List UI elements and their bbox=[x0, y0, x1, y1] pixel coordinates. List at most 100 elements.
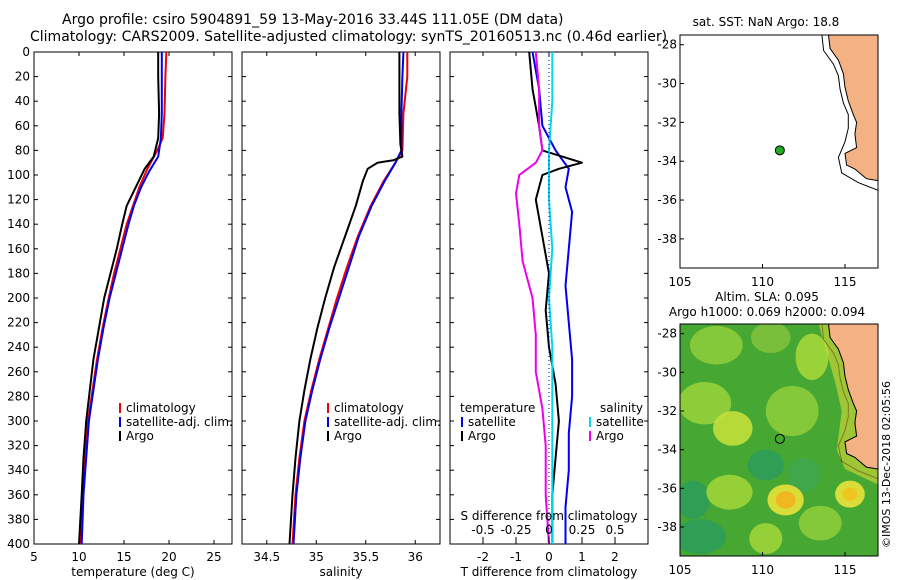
sla_map-xtick-label: 105 bbox=[669, 563, 692, 577]
sla_map-argo-marker bbox=[774, 433, 785, 444]
sla_map-xtick-label: 115 bbox=[834, 563, 857, 577]
difference-xtick-label: -1 bbox=[510, 550, 522, 564]
depth-tick-label: 300 bbox=[7, 414, 30, 428]
temperature-series-climatology bbox=[78, 51, 168, 545]
sst_map-content bbox=[680, 35, 878, 268]
salinity-series-satellite-adj-clim- bbox=[292, 51, 405, 545]
difference-xtick-label: 1 bbox=[578, 550, 586, 564]
sla_map-sla-patch bbox=[765, 385, 819, 437]
sst_map-xtick-label: 105 bbox=[669, 275, 692, 289]
difference-s-tick-label: -0.25 bbox=[500, 523, 531, 537]
sla-map-title-line2: Argo h1000: 0.069 h2000: 0.094 bbox=[669, 305, 865, 319]
sla_map-sla-patch bbox=[749, 523, 783, 555]
chart-title-line1: Argo profile: csiro 5904891_59 13-May-20… bbox=[62, 12, 564, 28]
legend-temperature-label: satellite bbox=[468, 415, 516, 429]
sst_map-xtick-label: 110 bbox=[751, 275, 774, 289]
depth-tick-label: 120 bbox=[7, 193, 30, 207]
difference-xlabel: T difference from climatology bbox=[460, 565, 638, 579]
depth-tick-label: 360 bbox=[7, 488, 30, 502]
legend-salinity-label: satellite bbox=[596, 415, 644, 429]
legend-salinity-label: Argo bbox=[596, 429, 624, 443]
sst_map-ytick-label: -30 bbox=[657, 77, 677, 91]
difference-xtick-label: -2 bbox=[477, 550, 489, 564]
difference-series-s-satellite bbox=[548, 52, 554, 544]
depth-tick-label: 400 bbox=[7, 537, 30, 551]
salinity-xlabel: salinity bbox=[319, 565, 362, 579]
sla_map-sla-patch bbox=[787, 457, 821, 493]
sla_map-sla-patch bbox=[680, 480, 710, 520]
depth-tick-label: 60 bbox=[15, 119, 30, 133]
temperature-series-satellite-adj-clim- bbox=[80, 52, 163, 545]
salinity-legend-label: Argo bbox=[334, 429, 362, 443]
temperature-xlabel: temperature (deg C) bbox=[71, 565, 194, 579]
temperature-legend-label: climatology bbox=[126, 401, 196, 415]
sla_map-sla-patch bbox=[795, 333, 829, 381]
legend-temperature-title: temperature bbox=[460, 401, 535, 415]
depth-tick-label: 320 bbox=[7, 439, 30, 453]
sla_map-sla-patch bbox=[689, 325, 743, 365]
sla_map-panel: 105 110 115 -28 -30 -32 -34 -36 -38 Altim. SLA: 0… bbox=[657, 290, 879, 577]
sla_map-sla-patch bbox=[680, 519, 727, 555]
sla_map-ytick-label: -38 bbox=[657, 520, 677, 534]
difference-xtick-label: 2 bbox=[611, 550, 619, 564]
salinity-series-argo bbox=[288, 52, 404, 545]
temperature-xtick-label: 20 bbox=[161, 550, 176, 564]
temperature-frame bbox=[33, 51, 233, 545]
depth-tick-label: 20 bbox=[15, 70, 30, 84]
sla_map-ytick-label: -36 bbox=[657, 481, 677, 495]
sst_map-panel: 105 110 115 -28 -30 -32 -34 -36 -38 sat. SST: NaN… bbox=[657, 15, 879, 289]
legend-temperature-label: Argo bbox=[468, 429, 496, 443]
depth-tick-label: 260 bbox=[7, 365, 30, 379]
sst_map-xtick-label: 115 bbox=[834, 275, 857, 289]
sla_map-sla-patch bbox=[713, 411, 753, 446]
temperature-series-argo bbox=[78, 52, 161, 545]
temperature-xtick-label: 15 bbox=[116, 550, 131, 564]
sla_map-sla-patch bbox=[706, 474, 753, 510]
difference-s-tick-label: 0.25 bbox=[569, 523, 596, 537]
difference-xtick-label: 0 bbox=[545, 550, 553, 564]
depth-tick-label: 200 bbox=[7, 291, 30, 305]
sla_map-sla-patch bbox=[750, 324, 791, 353]
sla_map-ytick-label: -30 bbox=[657, 365, 677, 379]
depth-tick-label: 340 bbox=[7, 463, 30, 477]
sst_map-ytick-label: -36 bbox=[657, 193, 677, 207]
sst-map-title: sat. SST: NaN Argo: 18.8 bbox=[693, 15, 840, 29]
salinity-legend-label: satellite-adj. clim. bbox=[334, 415, 441, 429]
salinity-xtick-label: 35.5 bbox=[352, 550, 379, 564]
sla_map-frame bbox=[679, 323, 879, 557]
difference-series-t-argo bbox=[528, 51, 583, 544]
difference-s-tick-label: 0 bbox=[545, 523, 553, 537]
temperature-legend-label: Argo bbox=[126, 429, 154, 443]
depth-tick-label: 0 bbox=[22, 45, 30, 59]
difference-xlabel-top: S difference from climatology bbox=[461, 509, 638, 523]
salinity-series-climatology bbox=[291, 52, 409, 545]
difference-s-tick-label: 0.5 bbox=[605, 523, 624, 537]
salinity-legend-label: climatology bbox=[334, 401, 404, 415]
sla_map-ytick-label: -34 bbox=[657, 443, 677, 457]
sla_map-sla-patch bbox=[680, 382, 732, 425]
sst_map-land bbox=[827, 35, 878, 182]
depth-tick-label: 160 bbox=[7, 242, 30, 256]
sst_map-ytick-label: -34 bbox=[657, 154, 677, 168]
difference-s-tick-label: -0.5 bbox=[471, 523, 494, 537]
sla_map-xtick-label: 110 bbox=[751, 563, 774, 577]
sst_map-ytick-label: -28 bbox=[657, 38, 677, 52]
temperature-xtick-label: 10 bbox=[71, 550, 86, 564]
sla_map-sla-patch bbox=[775, 491, 796, 509]
salinity-frame bbox=[241, 51, 441, 545]
difference-series-s-argo bbox=[515, 51, 550, 545]
depth-tick-label: 100 bbox=[7, 168, 30, 182]
temperature-legend-label: satellite-adj. clim. bbox=[126, 415, 233, 429]
depth-tick-label: 140 bbox=[7, 217, 30, 231]
salinity-xtick-label: 35 bbox=[309, 550, 324, 564]
depth-tick-label: 220 bbox=[7, 316, 30, 330]
sla_map-land-top bbox=[827, 324, 878, 470]
sla-map-title-line1: Altim. SLA: 0.095 bbox=[715, 290, 819, 304]
legend-salinity-title: salinity bbox=[600, 401, 643, 415]
sst_map-frame bbox=[679, 34, 879, 269]
sla_map-ytick-label: -28 bbox=[657, 327, 677, 341]
depth-tick-label: 180 bbox=[7, 266, 30, 280]
depth-tick-label: 40 bbox=[15, 94, 30, 108]
temperature-xtick-label: 25 bbox=[206, 550, 221, 564]
